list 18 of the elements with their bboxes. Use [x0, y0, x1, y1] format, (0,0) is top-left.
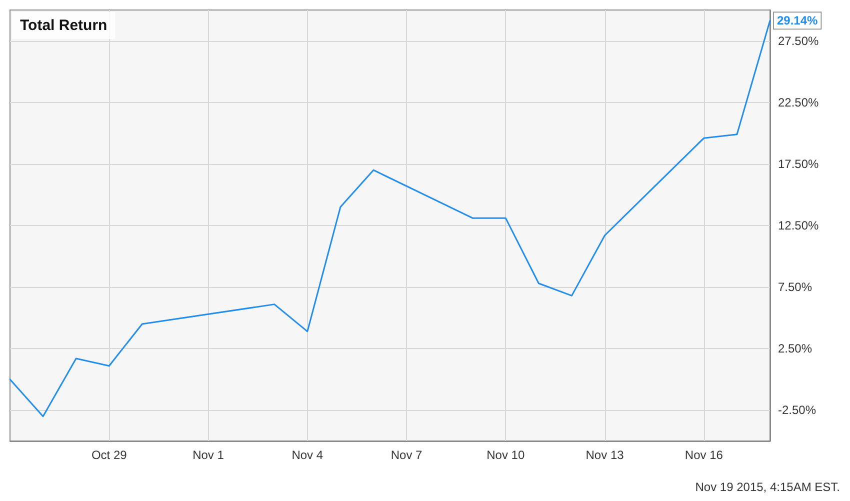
- x-tick-label: Nov 16: [684, 448, 724, 462]
- x-tick-label: Nov 4: [292, 448, 324, 462]
- data-label: 29.14%: [777, 14, 818, 28]
- y-tick-label: 17.50%: [778, 156, 820, 171]
- x-tick-label: Nov 10: [486, 448, 525, 462]
- y-tick-label: 2.50%: [778, 342, 812, 356]
- y-tick-label: 7.50%: [778, 280, 812, 294]
- x-tick-label: Oct 29: [91, 448, 128, 462]
- x-tick-label: Nov 13: [586, 448, 624, 462]
- y-tick-label: 12.50%: [778, 218, 820, 232]
- chart-title: Total Return: [20, 17, 108, 34]
- y-tick-label: 22.50%: [778, 95, 820, 110]
- y-tick-label: -2.50%: [778, 403, 816, 418]
- x-tick-label: Nov 7: [390, 448, 423, 462]
- y-tick-label: 27.50%: [778, 34, 820, 48]
- text: Nov 19 2015, 4:15AM EST.: [695, 480, 840, 494]
- x-tick-label: Nov 1: [192, 448, 224, 462]
- line-series: [9, 20, 771, 418]
